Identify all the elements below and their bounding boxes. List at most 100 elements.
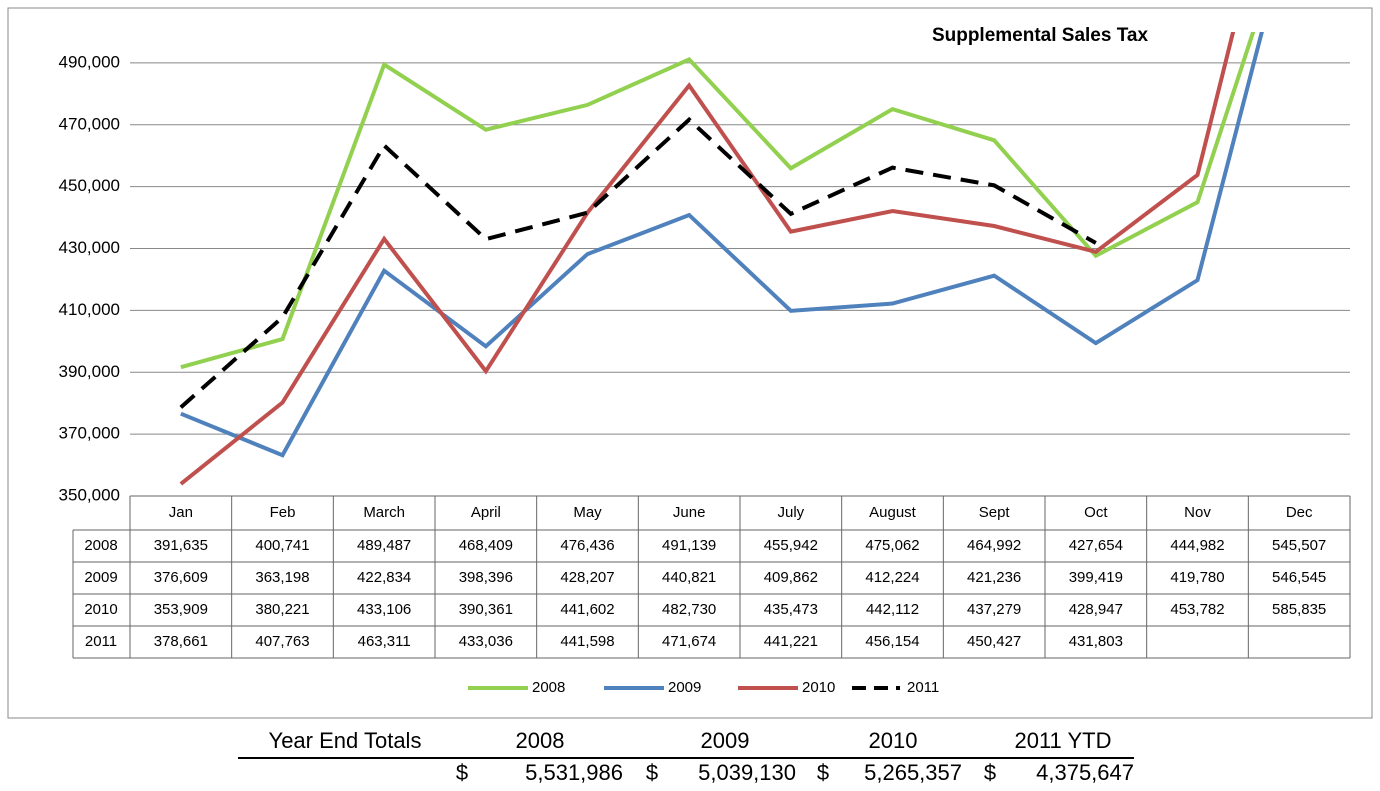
totals-value: 5,265,357 (864, 760, 962, 785)
table-cell: 441,602 (560, 601, 614, 618)
x-tick-label: May (573, 504, 602, 521)
x-tick-label: Jan (169, 504, 193, 521)
series-line (179, 32, 1236, 486)
grid: 350,000 370,000 390,000 410,000 430,000 450,0… (59, 52, 1350, 504)
table-cell: 409,862 (764, 569, 818, 586)
table-cell: 433,106 (357, 601, 411, 618)
table-cell: 378,661 (154, 633, 208, 650)
y-tick-label: 470,000 (59, 114, 120, 133)
x-tick-label: June (673, 504, 706, 521)
table-cell: 412,224 (865, 569, 919, 586)
table-cell: 463,311 (358, 633, 411, 650)
y-tick-label: 450,000 (59, 176, 120, 195)
table-cell: 398,396 (459, 569, 513, 586)
table-cell: 491,139 (662, 537, 716, 554)
table-cell: 545,507 (1272, 537, 1326, 554)
table-cell: 431,803 (1069, 633, 1123, 650)
table-cell: 453,782 (1170, 601, 1224, 618)
currency: $ (817, 760, 829, 785)
totals-header: 2009 (701, 728, 750, 753)
table-cell: 455,942 (764, 537, 818, 554)
totals-value: 5,039,130 (698, 760, 796, 785)
data-table: Jan Feb March April May June July August Sept Oct… (72, 495, 1351, 659)
table-cell: 407,763 (255, 633, 309, 650)
table-cell: 376,609 (154, 569, 208, 586)
table-cell: 422,834 (357, 569, 411, 586)
table-cell: 441,598 (560, 633, 614, 650)
table-cell: 399,419 (1069, 569, 1123, 586)
legend-label: 2010 (802, 679, 835, 696)
series-line (179, 116, 1097, 409)
table-cell: 391,635 (154, 537, 208, 554)
table-cell: 441,221 (764, 633, 818, 650)
y-tick-label: 390,000 (59, 362, 120, 381)
table-cell: 456,154 (865, 633, 919, 650)
x-tick-label: Feb (270, 504, 296, 521)
plot (179, 32, 1264, 486)
totals-label: Year End Totals (269, 728, 422, 753)
table-cell: 435,473 (764, 601, 818, 618)
table-cell: 440,821 (662, 569, 716, 586)
totals: Year End Totals 2008 $ 5,531,986 2009 $ 5,039,… (238, 728, 1134, 785)
legend-label: 2008 (532, 679, 565, 696)
table-cell: 390,361 (459, 601, 513, 618)
totals-value: 4,375,647 (1036, 760, 1134, 785)
table-cell: 442,112 (866, 601, 919, 618)
table-cell: 482,730 (662, 601, 716, 618)
table-cell: 400,741 (255, 537, 309, 554)
series-line (180, 32, 1256, 370)
chart-title: Supplemental Sales Tax (932, 25, 1149, 46)
row-label: 2010 (84, 601, 117, 618)
table-cell: 380,221 (255, 601, 309, 618)
x-tick-label: July (777, 504, 804, 521)
x-tick-label: April (471, 504, 501, 521)
legend-label: 2011 (907, 679, 939, 696)
table-cell: 546,545 (1272, 569, 1326, 586)
table-cell: 419,780 (1170, 569, 1224, 586)
table-cell: 437,279 (967, 601, 1021, 618)
legend: 2008 2009 2010 2011 (468, 679, 939, 696)
table-lines (72, 495, 1351, 659)
y-tick-label: 430,000 (59, 238, 120, 257)
table-cell: 450,427 (967, 633, 1021, 650)
x-tick-label: Sept (979, 504, 1011, 521)
x-tick-label: August (869, 504, 917, 521)
row-label: 2009 (84, 569, 117, 586)
table-cell: 433,036 (459, 633, 513, 650)
table-cell: 428,947 (1069, 601, 1123, 618)
totals-header: 2010 (869, 728, 918, 753)
table-cell: 475,062 (865, 537, 919, 554)
table-cell: 585,835 (1272, 601, 1326, 618)
totals-value: 5,531,986 (525, 760, 623, 785)
chart-frame (7, 7, 1373, 719)
table-cell: 363,198 (255, 569, 309, 586)
table-cell: 353,909 (154, 601, 208, 618)
series-line (180, 32, 1264, 458)
row-label: 2008 (84, 537, 117, 554)
y-tick-label: 410,000 (59, 300, 120, 319)
currency: $ (646, 760, 658, 785)
y-tick-label: 350,000 (59, 485, 120, 504)
currency: $ (984, 760, 996, 785)
x-tick-label: Nov (1184, 504, 1211, 521)
y-tick-label: 490,000 (59, 52, 120, 71)
totals-header: 2011 YTD (1014, 728, 1111, 753)
table-cell: 427,654 (1069, 537, 1123, 554)
table-cell: 444,982 (1170, 537, 1224, 554)
y-tick-label: 370,000 (59, 424, 120, 443)
currency: $ (456, 760, 468, 785)
legend-label: 2009 (668, 679, 701, 696)
row-label: 2011 (85, 633, 117, 650)
x-tick-label: March (363, 504, 405, 521)
x-tick-label: Oct (1084, 504, 1108, 521)
table-cell: 421,236 (967, 569, 1021, 586)
table-cell: 468,409 (459, 537, 513, 554)
table-cell: 428,207 (560, 569, 614, 586)
table-cell: 476,436 (560, 537, 614, 554)
totals-header: 2008 (516, 728, 565, 753)
table-cell: 489,487 (357, 537, 411, 554)
table-cell: 464,992 (967, 537, 1021, 554)
table-cell: 471,674 (662, 633, 716, 650)
